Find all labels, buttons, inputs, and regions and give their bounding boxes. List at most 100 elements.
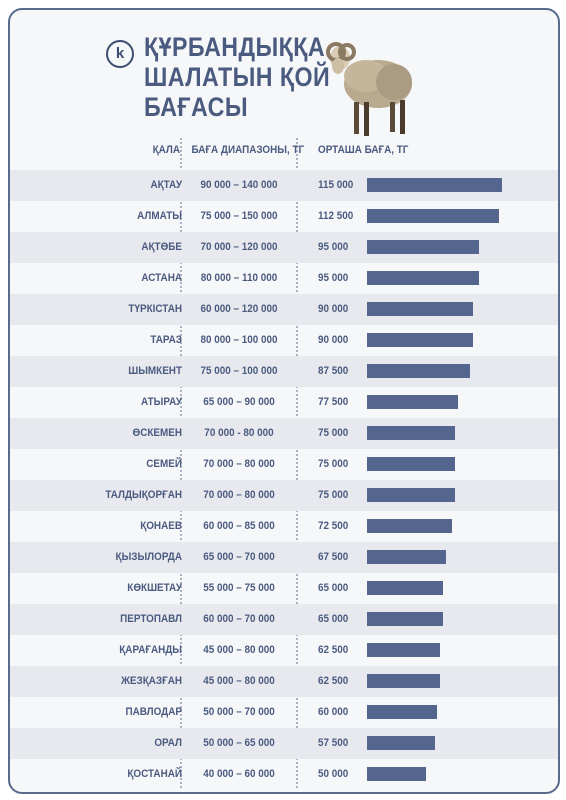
city-label: ӨСКЕМЕН: [132, 427, 183, 439]
average-price-bar: [367, 426, 455, 440]
city-label: КӨКШЕТАУ: [127, 582, 182, 594]
table-row: АҚТӨБЕ 70 000 – 120 000 95 000: [10, 232, 558, 263]
column-header-range: БАҒА ДИАПАЗОНЫ, ТГ: [191, 144, 305, 156]
price-range-label: 75 000 – 100 000: [200, 365, 278, 377]
average-price-bar: [367, 674, 440, 688]
city-label: ПЕРТОПАВЛ: [120, 613, 182, 625]
price-range-label: 60 000 – 70 000: [203, 613, 275, 625]
city-label: ҚЫЗЫЛОРДА: [115, 551, 182, 563]
city-label: АТЫРАУ: [140, 396, 182, 408]
table-row: ТҮРКІСТАН 60 000 – 120 000 90 000: [10, 294, 558, 325]
table-row: АСТАНА 80 000 – 110 000 95 000: [10, 263, 558, 294]
average-price-bar: [367, 643, 440, 657]
average-price-bar: [367, 302, 473, 316]
page-title: ҚҰРБАНДЫҚҚА ШАЛАТЫН ҚОЙ БАҒАСЫ: [144, 32, 331, 122]
average-price-label: 77 500: [318, 396, 349, 408]
average-price-label: 50 000: [318, 768, 349, 780]
price-range-label: 45 000 – 80 000: [203, 675, 275, 687]
header: k ҚҰРБАНДЫҚҚА ШАЛАТЫН ҚОЙ БАҒАСЫ: [10, 10, 558, 140]
average-price-bar: [367, 395, 458, 409]
average-price-bar: [367, 209, 499, 223]
city-label: ЖЕЗҚАЗҒАН: [120, 675, 182, 687]
average-price-label: 60 000: [318, 706, 349, 718]
price-range-label: 60 000 – 120 000: [200, 303, 278, 315]
city-label: ҚОСТАНАЙ: [127, 768, 182, 780]
city-label: ҚАРАҒАНДЫ: [119, 644, 182, 656]
average-price-bar: [367, 550, 446, 564]
average-price-label: 67 500: [318, 551, 349, 563]
average-price-label: 65 000: [318, 582, 349, 594]
title-line-3: БАҒАСЫ: [144, 92, 249, 122]
city-label: АСТАНА: [141, 272, 182, 284]
price-range-label: 80 000 – 100 000: [200, 334, 278, 346]
city-label: ТАЛДЫҚОРҒАН: [105, 489, 182, 501]
average-price-bar: [367, 178, 502, 192]
price-range-label: 70 000 - 80 000: [204, 427, 274, 439]
average-price-label: 95 000: [318, 272, 349, 284]
price-range-label: 70 000 – 120 000: [200, 241, 278, 253]
table-row: ҚЫЗЫЛОРДА 65 000 – 70 000 67 500: [10, 542, 558, 573]
table-row: ҚОНАЕВ 60 000 – 85 000 72 500: [10, 511, 558, 542]
price-range-label: 40 000 – 60 000: [203, 768, 275, 780]
average-price-label: 87 500: [318, 365, 349, 377]
table-row: ОРАЛ 50 000 – 65 000 57 500: [10, 728, 558, 759]
average-price-bar: [367, 271, 479, 285]
column-header-city: ҚАЛА: [152, 144, 180, 156]
table-row: АЛМАТЫ 75 000 – 150 000 112 500: [10, 201, 558, 232]
price-range-label: 65 000 – 70 000: [203, 551, 275, 563]
average-price-bar: [367, 364, 470, 378]
table-row: ЖЕЗҚАЗҒАН 45 000 – 80 000 62 500: [10, 666, 558, 697]
city-label: ПАВЛОДАР: [125, 706, 182, 718]
table-row: ПЕРТОПАВЛ 60 000 – 70 000 65 000: [10, 604, 558, 635]
infographic-frame: k ҚҰРБАНДЫҚҚА ШАЛАТЫН ҚОЙ БАҒАСЫ ҚАЛА БА…: [8, 8, 560, 794]
average-price-bar: [367, 612, 443, 626]
city-label: АЛМАТЫ: [137, 210, 182, 222]
title-line-2: ШАЛАТЫН ҚОЙ: [144, 62, 331, 92]
column-divider: [296, 138, 298, 788]
average-price-label: 62 500: [318, 675, 349, 687]
average-price-bar: [367, 333, 473, 347]
table-row: ҚАРАҒАНДЫ 45 000 – 80 000 62 500: [10, 635, 558, 666]
average-price-label: 90 000: [318, 303, 349, 315]
table-row: АТЫРАУ 65 000 – 90 000 77 500: [10, 387, 558, 418]
city-label: ҚОНАЕВ: [140, 520, 182, 532]
average-price-bar: [367, 736, 435, 750]
table-row: ШЫМКЕНТ 75 000 – 100 000 87 500: [10, 356, 558, 387]
price-range-label: 90 000 – 140 000: [200, 179, 278, 191]
city-label: ТҮРКІСТАН: [128, 303, 182, 315]
average-price-label: 90 000: [318, 334, 349, 346]
average-price-label: 112 500: [318, 210, 354, 222]
column-divider: [180, 138, 182, 788]
price-range-label: 70 000 – 80 000: [203, 489, 275, 501]
price-range-label: 50 000 – 70 000: [203, 706, 275, 718]
average-price-bar: [367, 488, 455, 502]
average-price-label: 75 000: [318, 458, 349, 470]
average-price-bar: [367, 767, 426, 781]
average-price-label: 72 500: [318, 520, 349, 532]
average-price-label: 57 500: [318, 737, 349, 749]
column-header-average: ОРТАША БАҒА, ТГ: [318, 144, 409, 156]
price-range-label: 50 000 – 65 000: [203, 737, 275, 749]
table-row: ТАРАЗ 80 000 – 100 000 90 000: [10, 325, 558, 356]
price-range-label: 65 000 – 90 000: [203, 396, 275, 408]
city-label: ТАРАЗ: [150, 334, 182, 346]
average-price-label: 95 000: [318, 241, 349, 253]
logo-icon: k: [106, 40, 134, 68]
average-price-bar: [367, 705, 437, 719]
title-line-1: ҚҰРБАНДЫҚҚА: [144, 32, 326, 62]
table-row: ҚОСТАНАЙ 40 000 – 60 000 50 000: [10, 759, 558, 790]
city-label: ОРАЛ: [154, 737, 182, 749]
average-price-bar: [367, 240, 479, 254]
average-price-label: 75 000: [318, 489, 349, 501]
average-price-bar: [367, 457, 455, 471]
table-row: КӨКШЕТАУ 55 000 – 75 000 65 000: [10, 573, 558, 604]
city-label: АҚТӨБЕ: [141, 241, 182, 253]
table-row: ӨСКЕМЕН 70 000 - 80 000 75 000: [10, 418, 558, 449]
price-range-label: 45 000 – 80 000: [203, 644, 275, 656]
city-label: СЕМЕЙ: [146, 458, 182, 470]
table-row: АҚТАУ 90 000 – 140 000 115 000: [10, 170, 558, 201]
price-range-label: 80 000 – 110 000: [200, 272, 278, 284]
table-row: ПАВЛОДАР 50 000 – 70 000 60 000: [10, 697, 558, 728]
average-price-bar: [367, 581, 443, 595]
average-price-bar: [367, 519, 452, 533]
